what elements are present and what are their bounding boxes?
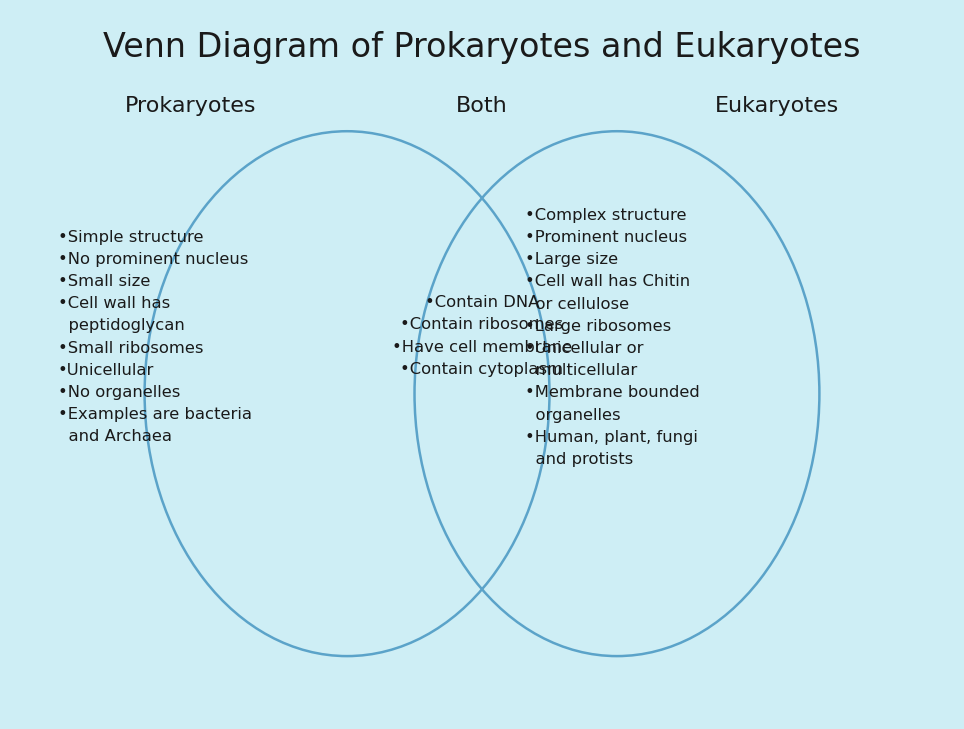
Text: •Complex structure
•Prominent nucleus
•Large size
•Cell wall has Chitin
  or cel: •Complex structure •Prominent nucleus •L… — [525, 208, 700, 467]
Text: Eukaryotes: Eukaryotes — [714, 95, 839, 116]
Text: Prokaryotes: Prokaryotes — [125, 95, 256, 116]
Text: •Simple structure
•No prominent nucleus
•Small size
•Cell wall has
  peptidoglyc: •Simple structure •No prominent nucleus … — [58, 230, 252, 445]
Text: Venn Diagram of Prokaryotes and Eukaryotes: Venn Diagram of Prokaryotes and Eukaryot… — [103, 31, 861, 64]
Text: Both: Both — [456, 95, 508, 116]
Text: •Contain DNA
•Contain ribosomes
•Have cell membrane
•Contain cytoplasm: •Contain DNA •Contain ribosomes •Have ce… — [392, 295, 572, 377]
